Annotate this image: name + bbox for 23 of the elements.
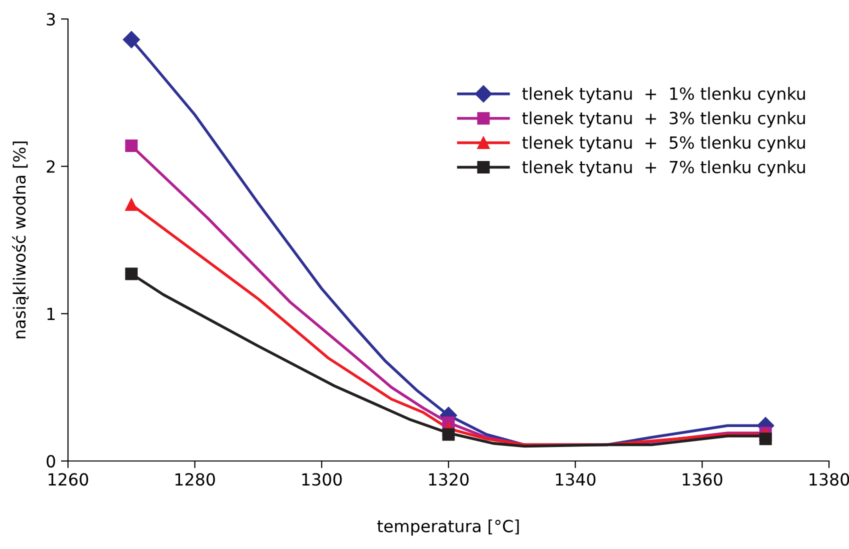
y-tick-label: 2 <box>46 160 55 173</box>
point <box>125 268 138 280</box>
x-tick-label: 1320 <box>429 473 469 486</box>
x-tick-label: 1380 <box>810 473 849 486</box>
x-tick-label: 1280 <box>175 473 215 486</box>
x-tick-label: 1300 <box>302 473 342 486</box>
point <box>125 139 138 152</box>
x-axis-title: temperatura [°C] <box>377 519 519 536</box>
x-tick-label: 1260 <box>48 473 88 486</box>
legend-label: tlenek tytanu + 3% tlenku cynku <box>522 112 805 128</box>
y-tick-label: 3 <box>46 12 55 26</box>
legend-label: tlenek tytanu + 7% tlenku cynku <box>522 160 805 177</box>
y-tick-label: 1 <box>47 308 55 320</box>
legend-label: tlenek tytanu + 5% tlenku cynku <box>522 136 805 152</box>
point <box>122 31 140 48</box>
point <box>442 428 455 441</box>
x-tick-label: 1360 <box>682 473 722 486</box>
point <box>759 432 772 446</box>
y-axis-title: nasiąkliwość wodna [%] <box>12 142 29 338</box>
point <box>125 198 138 211</box>
y-tick-label: 0 <box>46 454 56 468</box>
x-tick-label: 1340 <box>556 473 596 486</box>
legend-label: tlenek tytanu + 1% tlenku cynku <box>522 87 805 104</box>
